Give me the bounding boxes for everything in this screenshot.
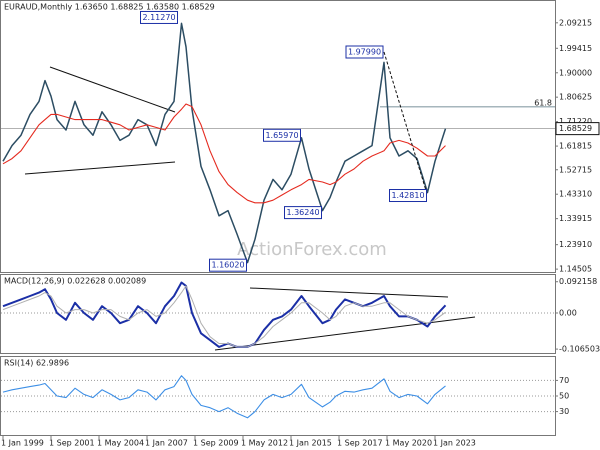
- y-tick-label: 30: [559, 407, 569, 416]
- x-tick-label: 1 Sep 2001: [49, 439, 95, 448]
- annotation-label: 1.97990: [348, 48, 381, 57]
- y-tick-label: 1.80625: [559, 93, 592, 102]
- swing-line: [383, 51, 428, 196]
- x-tick-label: 1 Jan 2015: [289, 439, 332, 448]
- fibonacci-label: 61.8: [534, 98, 552, 107]
- y-tick-label: 1.61815: [559, 142, 592, 151]
- y-tick-label: 50: [559, 392, 569, 401]
- annotation-box: [140, 10, 178, 24]
- x-tick-label: 1 May 2012: [241, 439, 288, 448]
- series-line: [2, 285, 446, 348]
- y-tick-label: 1.23910: [559, 240, 592, 249]
- annotation-label: 2.11270: [142, 13, 175, 22]
- y-tick-label: 0.092158: [559, 277, 597, 286]
- series-line: [2, 281, 447, 348]
- watermark: ActionForex.com: [237, 239, 387, 260]
- series-line: [2, 22, 447, 264]
- x-tick-label: 1 May 2004: [97, 439, 144, 448]
- trend-line: [249, 287, 449, 298]
- y-tick-label: 2.09215: [559, 18, 592, 27]
- annotation-label: 1.65970: [265, 131, 298, 140]
- y-tick-label: 1.99415: [559, 44, 592, 53]
- rsi-title: RSI(14) 62.9896: [4, 359, 69, 368]
- x-tick-label: 1 Jan 2007: [145, 439, 188, 448]
- macd-title: MACD(12,26,9) 0.022628 0.002089: [4, 277, 146, 286]
- annotation-box: [209, 258, 247, 272]
- annotation-box: [345, 45, 384, 59]
- annotation-box: [263, 128, 301, 142]
- y-tick-label: 1.90000: [559, 68, 592, 77]
- y-tick-label: 1.43310: [559, 190, 592, 199]
- y-tick-label: 1.52715: [559, 165, 592, 174]
- series-line: [2, 103, 446, 204]
- y-tick-label: 70: [559, 376, 569, 385]
- x-tick-label: 1 Sep 2009: [193, 439, 239, 448]
- annotation-label: 1.36240: [286, 208, 319, 217]
- x-tick-label: 1 Jan 1999: [1, 439, 44, 448]
- last-price-box: [555, 122, 600, 136]
- annotation-box: [284, 206, 322, 220]
- series-line: [2, 375, 446, 419]
- price-panel: [0, 0, 556, 273]
- y-tick-label: -0.106503: [559, 345, 600, 354]
- y-tick-label: 0.00: [559, 308, 577, 317]
- y-tick-label: 1.33915: [559, 214, 592, 223]
- x-tick-label: 1 May 2020: [385, 439, 432, 448]
- macd-panel: [0, 274, 556, 354]
- trend-line: [49, 66, 176, 113]
- trend-line: [24, 161, 176, 175]
- annotation-label: 1.42810: [391, 191, 424, 200]
- x-tick-label: 1 Jan 2023: [433, 439, 476, 448]
- last-price-label: 1.68529: [559, 124, 592, 133]
- x-tick-label: 1 Sep 2017: [337, 439, 383, 448]
- annotation-label: 1.16020: [211, 261, 244, 270]
- annotation-box: [389, 189, 427, 203]
- y-tick-label: 1.71220: [559, 117, 592, 126]
- y-tick-label: 1.14505: [559, 265, 592, 274]
- price-title: EURAUD,Monthly 1.63650 1.68825 1.63580 1…: [4, 3, 215, 12]
